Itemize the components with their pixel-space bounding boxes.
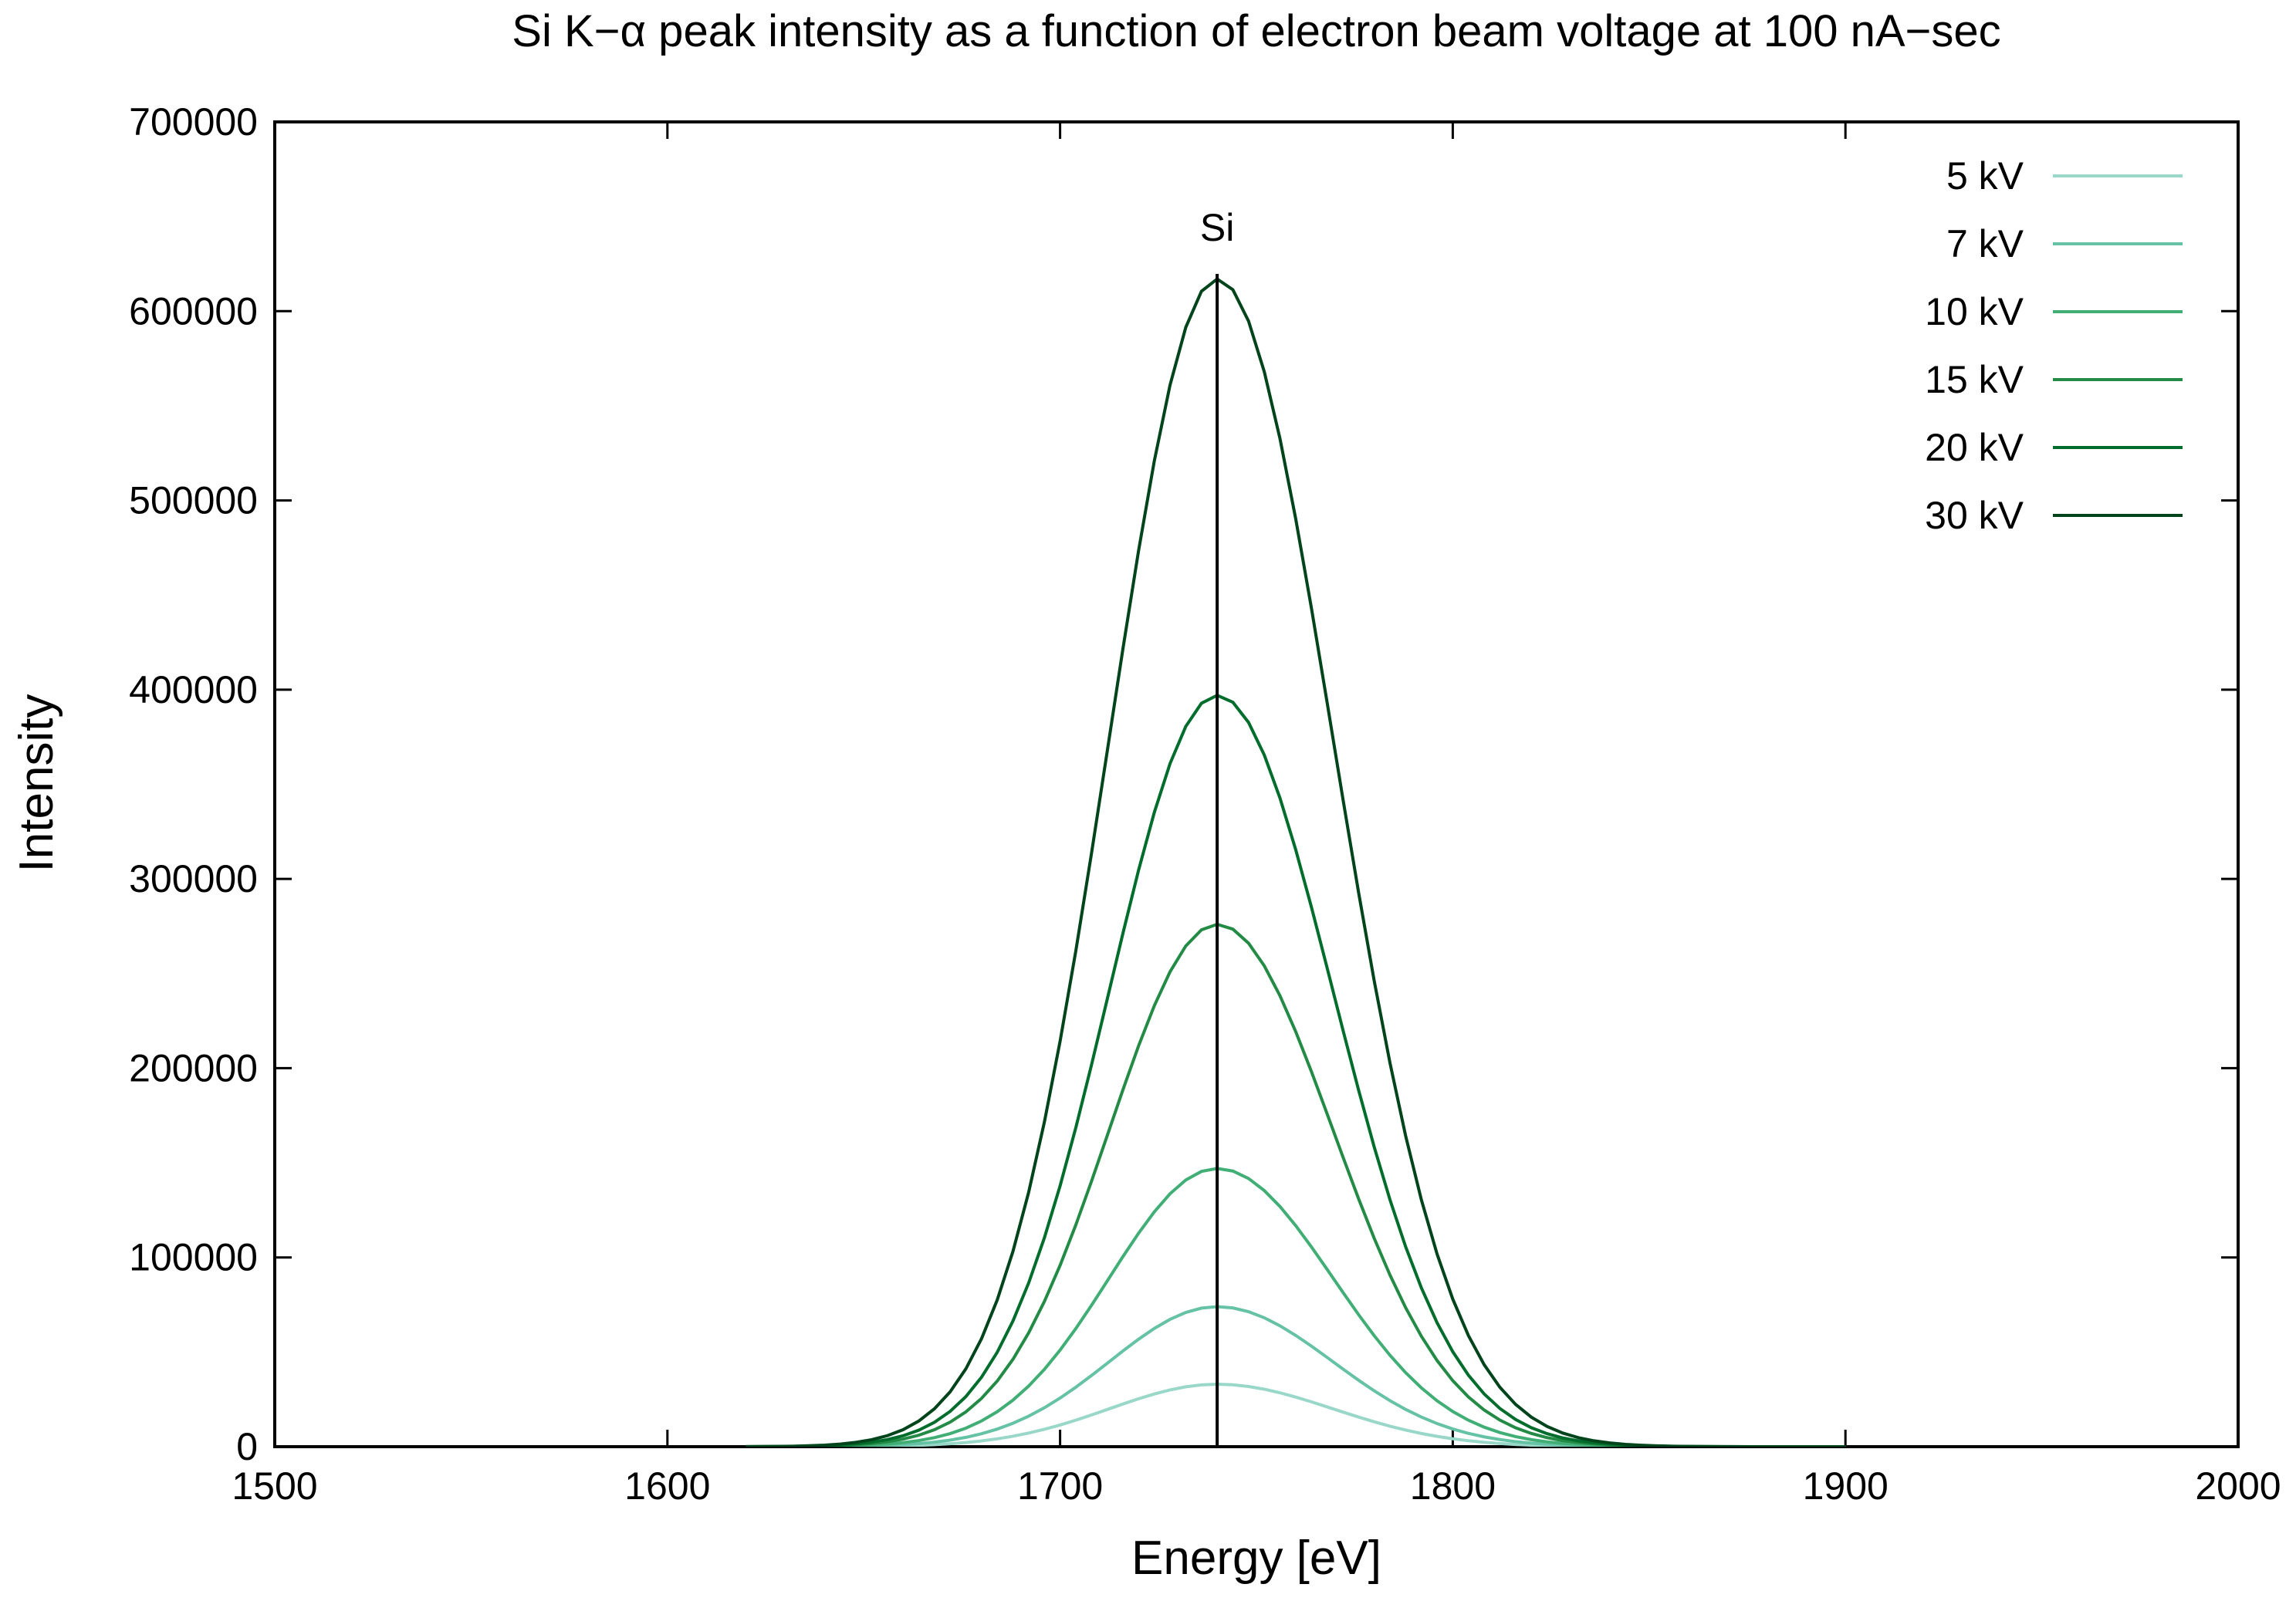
y-tick-label: 200000: [129, 1046, 258, 1089]
y-tick-label: 400000: [129, 668, 258, 711]
legend-label: 30 kV: [1925, 494, 2024, 537]
si-marker-label: Si: [1200, 206, 1234, 249]
legend-label: 20 kV: [1925, 426, 2024, 469]
chart-title: Si K−α peak intensity as a function of e…: [512, 6, 2000, 56]
x-axis-label: Energy [eV]: [1131, 1532, 1381, 1585]
legend: 5 kV 7 kV 10 kV 15 kV 20 kV 30 kV: [1925, 154, 2183, 537]
y-axis-label: Intensity: [10, 694, 63, 873]
x-tick-label: 1600: [624, 1464, 710, 1508]
x-tick-label: 1800: [1410, 1464, 1496, 1508]
x-tick-label: 2000: [2195, 1464, 2281, 1508]
legend-label: 10 kV: [1925, 290, 2024, 333]
legend-label: 15 kV: [1925, 358, 2024, 401]
y-tick-label: 700000: [129, 100, 258, 144]
series-line-15-kv: [746, 922, 1846, 1447]
y-tick-label: 600000: [129, 289, 258, 333]
plot-area: 1500 1600 1700 1800 1900 2000 0 100000 200000 300…: [129, 100, 2281, 1508]
x-tick-label: 1500: [232, 1464, 317, 1508]
plot-frame: [273, 120, 2240, 1448]
legend-label: 7 kV: [1946, 222, 2024, 265]
series-line-10-kv: [746, 1167, 1846, 1447]
legend-label: 5 kV: [1946, 154, 2024, 198]
y-tick-label: 100000: [129, 1236, 258, 1279]
x-tick-label: 1900: [1803, 1464, 1889, 1508]
y-tick-label: 500000: [129, 479, 258, 522]
y-tick-label: 300000: [129, 857, 258, 900]
y-tick-label: 0: [236, 1425, 258, 1468]
series-line-30-kv: [746, 277, 1846, 1447]
x-tick-label: 1700: [1017, 1464, 1103, 1508]
